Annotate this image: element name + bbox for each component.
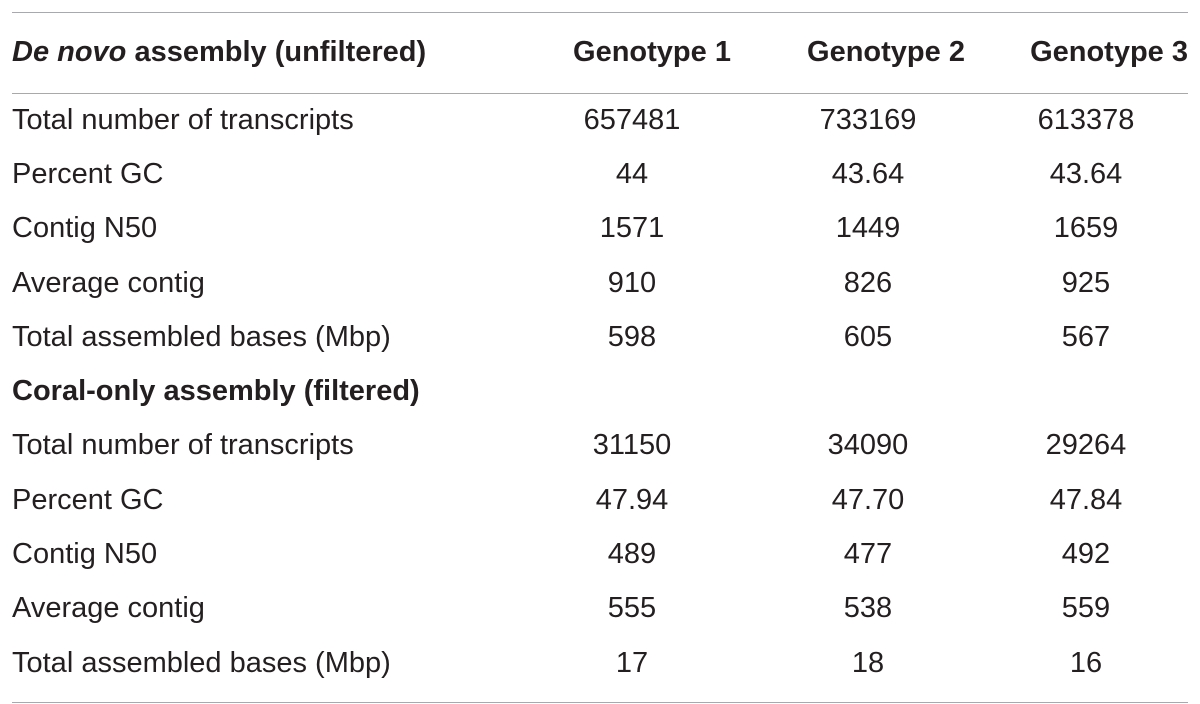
table-row: Percent GC 47.94 47.70 47.84 (12, 473, 1188, 527)
row-label: Percent GC (12, 483, 164, 516)
row-label: Contig N50 (12, 538, 158, 571)
section-label-filtered: Coral-only assembly (filtered) (12, 375, 420, 408)
row-label: Total number of transcripts (12, 103, 354, 136)
cell-genotype-3: 559 (1061, 592, 1111, 625)
cell-genotype-1: 489 (607, 538, 657, 571)
table-header: De novo assembly (unfiltered) Genotype 1… (12, 12, 1188, 93)
header-label-rest: assembly (unfiltered) (126, 36, 427, 68)
row-label: Total number of transcripts (12, 429, 354, 462)
cell-genotype-3: 567 (1061, 320, 1111, 353)
cell-genotype-1: 910 (607, 266, 657, 299)
row-label: Average contig (12, 266, 205, 299)
table-row: Average contig 555 538 559 (12, 582, 1188, 636)
cell-genotype-2: 1449 (835, 212, 901, 245)
cell-genotype-3: 492 (1061, 538, 1111, 571)
table-row: Percent GC 44 43.64 43.64 (12, 147, 1188, 201)
cell-genotype-1: 31150 (592, 429, 672, 462)
cell-genotype-2: 43.64 (831, 157, 905, 190)
row-label: Total assembled bases (Mbp) (12, 320, 391, 353)
cell-genotype-2: 477 (843, 538, 893, 571)
cell-genotype-3: 16 (1069, 646, 1103, 679)
section-header-row: Coral-only assembly (filtered) (12, 364, 1188, 418)
header-genotype-2: Genotype 2 (807, 36, 965, 68)
table-row: Total assembled bases (Mbp) 598 605 567 (12, 310, 1188, 364)
header-assembly-label: De novo assembly (unfiltered) (12, 12, 512, 93)
cell-genotype-2: 34090 (827, 429, 909, 462)
cell-genotype-2: 826 (843, 266, 893, 299)
cell-genotype-2: 47.70 (831, 483, 905, 516)
row-label: Total assembled bases (Mbp) (12, 646, 391, 679)
table-row: Total number of transcripts 31150 34090 … (12, 419, 1188, 473)
table-row: Contig N50 1571 1449 1659 (12, 202, 1188, 256)
table-top-rule (12, 12, 1188, 13)
row-label: Percent GC (12, 157, 164, 190)
cell-genotype-3: 1659 (1053, 212, 1119, 245)
table-row: Contig N50 489 477 492 (12, 527, 1188, 581)
table-bottom-rule (12, 702, 1188, 703)
cell-genotype-3: 613378 (1037, 103, 1135, 136)
header-row: De novo assembly (unfiltered) Genotype 1… (12, 12, 1188, 93)
row-label: Contig N50 (12, 212, 158, 245)
header-genotype-1: Genotype 1 (573, 36, 731, 68)
header-label-italic: De novo (12, 36, 127, 68)
cell-genotype-3: 43.64 (1049, 157, 1123, 190)
cell-genotype-1: 1571 (599, 212, 665, 245)
cell-genotype-2: 605 (843, 320, 893, 353)
cell-genotype-1: 44 (615, 157, 649, 190)
cell-genotype-2: 733169 (819, 103, 917, 136)
cell-genotype-2: 538 (843, 592, 893, 625)
row-label: Average contig (12, 592, 205, 625)
cell-genotype-1: 598 (607, 320, 657, 353)
table-row: Total number of transcripts 657481 73316… (12, 93, 1188, 147)
cell-genotype-2: 18 (851, 646, 885, 679)
table-row: Total assembled bases (Mbp) 17 18 16 (12, 636, 1188, 690)
cell-genotype-3: 925 (1061, 266, 1111, 299)
header-genotype-3: Genotype 3 (1030, 36, 1188, 68)
header-rule (12, 93, 1188, 94)
assembly-statistics-table: De novo assembly (unfiltered) Genotype 1… (12, 12, 1188, 690)
cell-genotype-1: 657481 (583, 103, 681, 136)
cell-genotype-1: 17 (615, 646, 649, 679)
table-body: Total number of transcripts 657481 73316… (12, 93, 1188, 690)
cell-genotype-1: 47.94 (595, 483, 669, 516)
cell-genotype-3: 47.84 (1049, 483, 1123, 516)
cell-genotype-3: 29264 (1045, 429, 1127, 462)
cell-genotype-1: 555 (607, 592, 657, 625)
table-row: Average contig 910 826 925 (12, 256, 1188, 310)
